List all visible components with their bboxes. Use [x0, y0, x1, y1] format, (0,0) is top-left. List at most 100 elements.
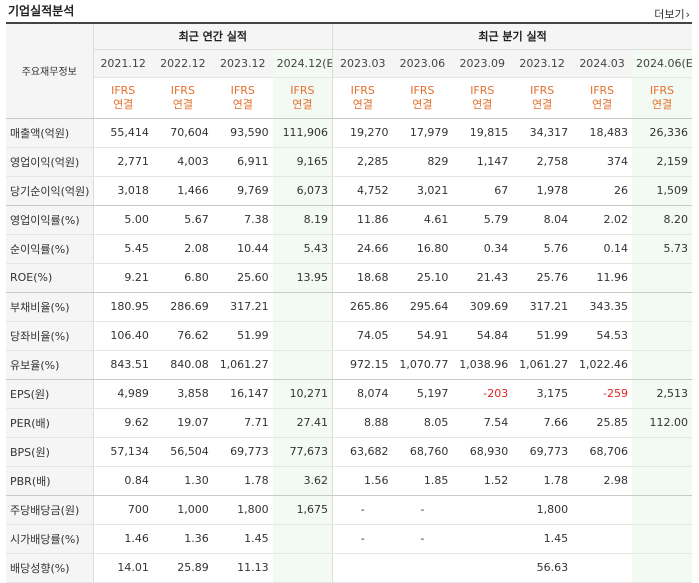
- table-cell: 1,147: [452, 147, 513, 177]
- table-cell: 7.38: [212, 205, 273, 235]
- table-cell: 1.45: [512, 524, 573, 554]
- table-cell: 18,483: [572, 118, 633, 148]
- table-cell: 1,800: [512, 495, 573, 525]
- standard-consolidated: 연결: [232, 97, 253, 111]
- table-corner-label: 주요재무정보: [6, 22, 94, 119]
- table-cell: 843.51: [93, 350, 153, 380]
- standard-ifrs: IFRS: [589, 83, 615, 97]
- table-cell: 9,165: [272, 147, 333, 177]
- table-cell: 3.62: [272, 466, 333, 496]
- table-cell: 51.99: [512, 321, 573, 351]
- period-header: 2024.03: [572, 49, 633, 78]
- table-cell: 7.66: [512, 408, 573, 438]
- table-cell: 3,021: [392, 176, 453, 206]
- standard-consolidated: 연결: [113, 97, 134, 111]
- table-cell: 1.78: [212, 466, 273, 496]
- table-cell: 26: [572, 176, 633, 206]
- table-cell: 2,771: [93, 147, 153, 177]
- table-cell: [632, 350, 692, 380]
- table-cell: 0.34: [452, 234, 513, 264]
- table-cell: -203: [452, 379, 513, 409]
- table-row: 영업이익(억원) 2,771 4,003 6,911 9,165 2,285 829 1,14…: [6, 147, 692, 177]
- table-cell: 8.20: [632, 205, 692, 235]
- table-row: BPS(원) 57,134 56,504 69,773 77,673 63,682 68,7…: [6, 437, 692, 467]
- table-cell: 67: [452, 176, 513, 206]
- standard-ifrs: IFRS: [649, 83, 675, 97]
- table-row: ROE(%) 9.21 6.80 25.60 13.95 18.68 25.10 21.43 2…: [6, 263, 692, 293]
- table-row: 배당성향(%) 14.01 25.89 11.13 56.63: [6, 553, 692, 583]
- table-cell: 1.36: [152, 524, 213, 554]
- table-cell: 54.84: [452, 321, 513, 351]
- table-row: 부채비율(%) 180.95 286.69 317.21 265.86 295.64 309…: [6, 292, 692, 322]
- table-cell: [632, 321, 692, 351]
- table-cell: 343.35: [572, 292, 633, 322]
- standard-consolidated: 연결: [532, 97, 553, 111]
- table-cell: 5.79: [452, 205, 513, 235]
- table-cell: 3,175: [512, 379, 573, 409]
- period-header: 2023.03: [332, 49, 393, 78]
- table-row: 유보율(%) 843.51 840.08 1,061.27 972.15 1,070.77…: [6, 350, 692, 380]
- table-cell: 2.08: [152, 234, 213, 264]
- table-cell: 2,513: [632, 379, 692, 409]
- row-label: 부채비율(%): [6, 292, 94, 322]
- standard-consolidated: 연결: [352, 97, 373, 111]
- standard-consolidated: 연결: [472, 97, 493, 111]
- chevron-right-icon: ›: [685, 8, 690, 21]
- table-cell: 0.14: [572, 234, 633, 264]
- table-cell: 56,504: [152, 437, 213, 467]
- table-cell: 374: [572, 147, 633, 177]
- row-label: ROE(%): [6, 263, 94, 293]
- table-cell: 2,758: [512, 147, 573, 177]
- table-cell: 69,773: [212, 437, 273, 467]
- table-cell: 55,414: [93, 118, 153, 148]
- accounting-standard: IFRS 연결: [632, 77, 692, 119]
- table-cell: 1,000: [152, 495, 213, 525]
- standard-ifrs: IFRS: [470, 83, 495, 97]
- row-label: 당기순이익(억원): [6, 176, 94, 206]
- row-label: 유보율(%): [6, 350, 94, 380]
- table-cell: 1,061.27: [512, 350, 573, 380]
- table-cell: 57,134: [93, 437, 153, 467]
- table-cell: 68,760: [392, 437, 453, 467]
- row-label: 순이익률(%): [6, 234, 94, 264]
- table-row: 매출액(억원) 55,414 70,604 93,590 111,906 19,270 17…: [6, 118, 692, 148]
- table-cell: [632, 466, 692, 496]
- table-cell: 972.15: [332, 350, 393, 380]
- section-title: 기업실적분석: [8, 4, 75, 18]
- table-cell: 16.80: [392, 234, 453, 264]
- table-row: 주당배당금(원) 700 1,000 1,800 1,675- -1,800: [6, 495, 692, 525]
- more-link[interactable]: 더보기›: [654, 6, 690, 22]
- table-cell: [632, 495, 692, 525]
- table-cell: 5.76: [512, 234, 573, 264]
- table-cell: 4,989: [93, 379, 153, 409]
- table-cell: 77,673: [272, 437, 333, 467]
- table-cell: 1,466: [152, 176, 213, 206]
- table-cell: 11.96: [572, 263, 633, 293]
- period-header: 2021.12: [93, 49, 153, 78]
- table-cell: [632, 292, 692, 322]
- table-cell: 6,073: [272, 176, 333, 206]
- table-cell: 8,074: [332, 379, 393, 409]
- standard-consolidated: 연결: [292, 97, 313, 111]
- table-cell: 1.46: [93, 524, 153, 554]
- table-cell: 0.84: [93, 466, 153, 496]
- table-cell: 111,906: [272, 118, 333, 148]
- table-cell: 25.10: [392, 263, 453, 293]
- row-label: 주당배당금(원): [6, 495, 94, 525]
- table-cell: 295.64: [392, 292, 453, 322]
- table-cell: 9.62: [93, 408, 153, 438]
- table-cell: 63,682: [332, 437, 393, 467]
- table-cell: 10.44: [212, 234, 273, 264]
- table-cell: 7.54: [452, 408, 513, 438]
- row-label: 배당성향(%): [6, 553, 94, 583]
- table-cell: [632, 524, 692, 554]
- table-cell: [392, 553, 453, 583]
- row-label: PBR(배): [6, 466, 94, 496]
- standard-ifrs: IFRS: [350, 83, 375, 97]
- table-cell: 6,911: [212, 147, 273, 177]
- row-label: 영업이익률(%): [6, 205, 94, 235]
- standard-consolidated: 연결: [591, 97, 613, 111]
- table-cell: 1,038.96: [452, 350, 513, 380]
- table-cell: -: [332, 495, 393, 525]
- table-row: 영업이익률(%) 5.00 5.67 7.38 8.19 11.86 4.61 5.79 8.0…: [6, 205, 692, 235]
